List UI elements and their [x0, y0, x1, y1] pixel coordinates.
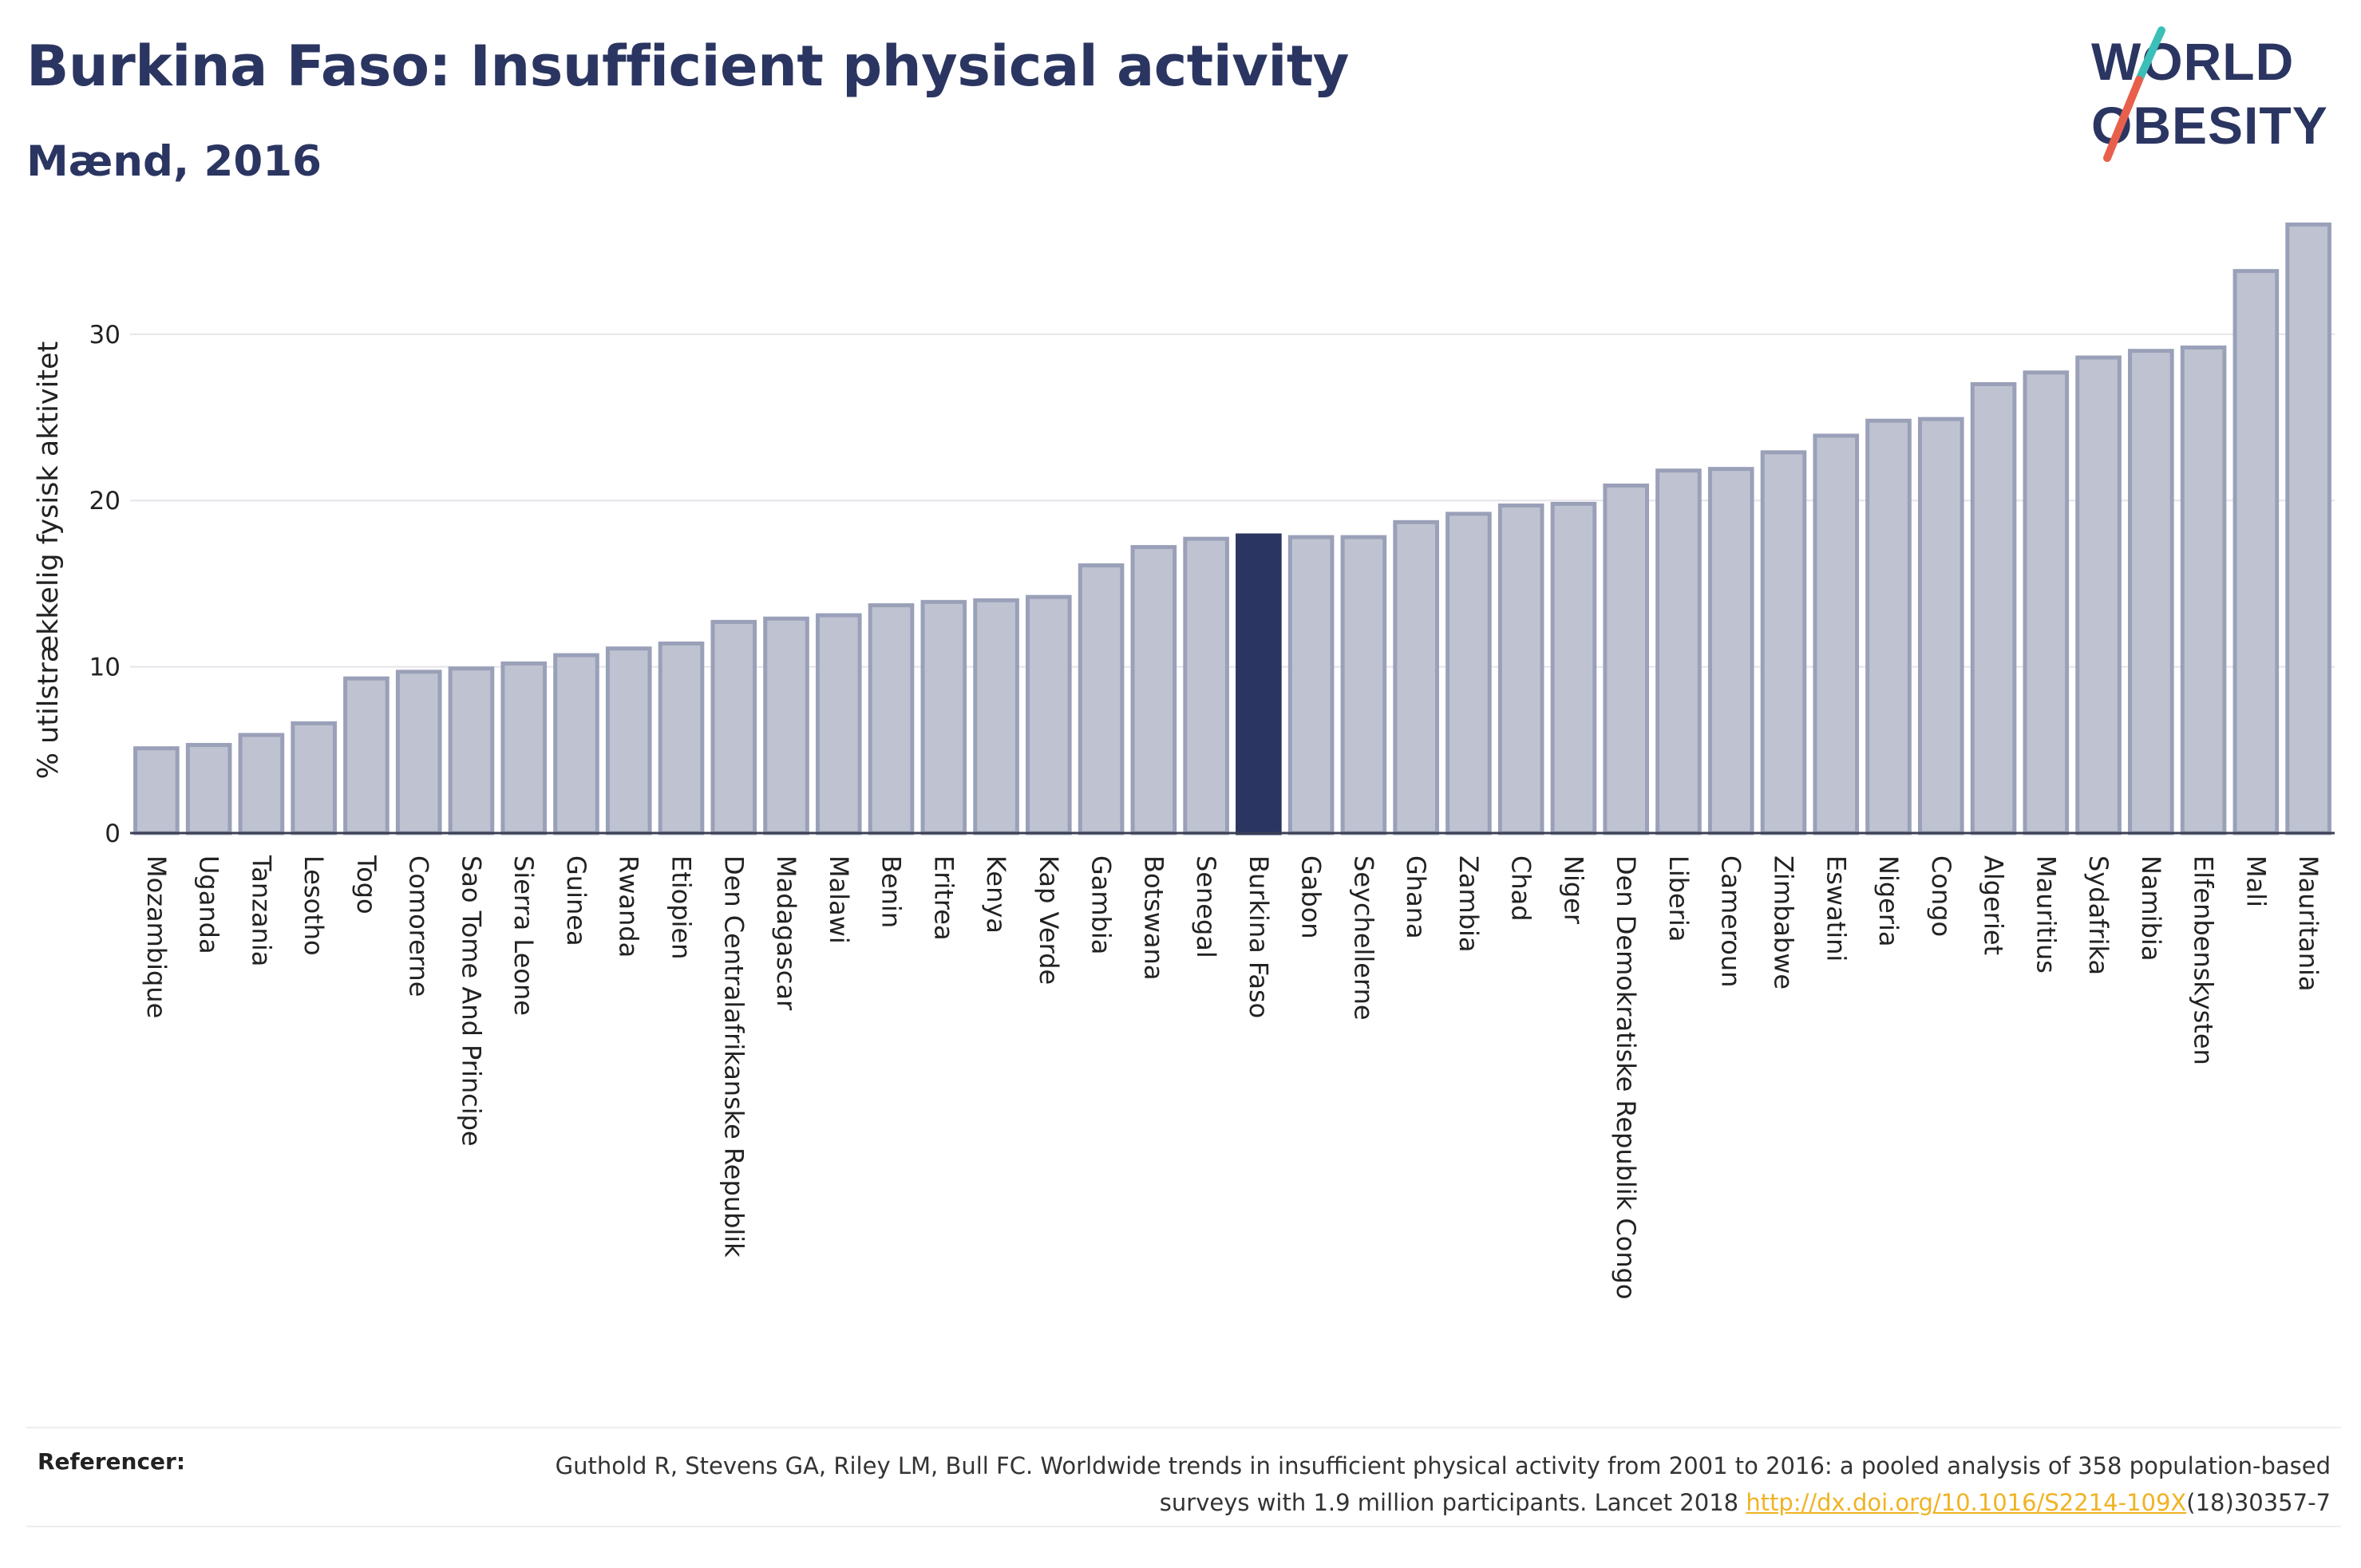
chart-subtitle: Mænd, 2016: [26, 137, 322, 186]
x-tick-label: Lesotho: [299, 855, 329, 956]
x-tick-label: Liberia: [1663, 855, 1694, 942]
reference-divider-top: [26, 1427, 2341, 1428]
x-tick-label: Mauritania: [2293, 855, 2323, 991]
bar: [1236, 533, 1282, 835]
bar: [1813, 433, 1860, 835]
doi-link[interactable]: http://dx.doi.org/10.1016/S2214-109X: [1746, 1489, 2187, 1516]
bar: [1865, 418, 1912, 835]
x-tick-label: Madagascar: [771, 855, 801, 1011]
x-tick-label: Burkina Faso: [1244, 855, 1274, 1018]
x-tick-label: Kap Verde: [1034, 855, 1064, 985]
bar: [1340, 535, 1387, 835]
svg-text:WORLD: WORLD: [2091, 32, 2294, 91]
bar: [238, 733, 285, 835]
x-tick-label: Mauritius: [2031, 855, 2061, 974]
x-tick-label: Niger: [1558, 855, 1588, 925]
bar: [1917, 417, 1964, 835]
bar: [1707, 467, 1754, 835]
bar: [815, 613, 862, 835]
bar: [605, 646, 652, 835]
bar: [920, 599, 967, 835]
bar: [553, 653, 599, 835]
x-tick-label: Kenya: [981, 855, 1011, 934]
y-tick-label: 30: [89, 321, 121, 350]
bar: [133, 746, 180, 835]
x-tick-label: Namibia: [2136, 855, 2166, 961]
x-tick-label: Seychellerne: [1348, 855, 1378, 1021]
x-tick-label: Eswatini: [1821, 855, 1851, 962]
bar: [448, 666, 495, 835]
x-tick-label: Togo: [351, 855, 382, 914]
bar: [763, 616, 809, 835]
bar: [185, 743, 232, 835]
bar: [658, 641, 705, 835]
bar: [710, 619, 757, 835]
x-tick-label: Ghana: [1401, 855, 1431, 939]
references-text: Guthold R, Stevens GA, Riley LM, Bull FC…: [555, 1452, 2331, 1516]
y-axis-label: % utilstrækkelig fysisk aktivitet: [33, 342, 65, 780]
x-tick-label: Congo: [1926, 855, 1956, 937]
bar: [1393, 519, 1439, 835]
bar: [291, 721, 337, 835]
bar: [1497, 503, 1544, 835]
y-tick-label: 0: [105, 820, 121, 848]
x-tick-label: Etiopien: [666, 855, 697, 959]
reference-divider-bottom: [26, 1526, 2341, 1527]
bar: [1760, 450, 1807, 835]
bar: [343, 676, 390, 835]
bar: [500, 661, 548, 835]
y-tick-label: 10: [89, 654, 121, 682]
x-tick-label: Algeriet: [1979, 855, 2009, 955]
bar: [1078, 563, 1125, 835]
bar: [2232, 269, 2280, 835]
x-tick-label: Botswana: [1138, 855, 1169, 980]
x-tick-label: Cameroun: [1716, 855, 1746, 987]
x-tick-label: Uganda: [194, 855, 224, 954]
x-tick-label: Zambia: [1453, 855, 1484, 953]
bar: [1550, 501, 1597, 835]
x-tick-label: Zimbabwe: [1769, 855, 1799, 989]
references-label: Referencer:: [38, 1448, 186, 1475]
bar: [1970, 381, 2017, 835]
x-tick-label: Tanzania: [246, 855, 276, 966]
x-tick-label: Sydafrika: [2083, 855, 2114, 975]
bar: [1445, 511, 1492, 835]
x-tick-label: Mozambique: [141, 855, 172, 1018]
x-tick-label: Gabon: [1296, 855, 1327, 939]
x-tick-label: Benin: [876, 855, 907, 928]
x-tick-label: Rwanda: [614, 855, 644, 958]
bar: [973, 598, 1019, 835]
x-tick-label: Gambia: [1086, 855, 1117, 954]
bar: [2128, 349, 2174, 835]
bar: [1603, 483, 1650, 835]
x-tick-label: Sierra Leone: [508, 855, 539, 1016]
x-tick-label: Guinea: [561, 855, 591, 946]
x-tick-label: Malawi: [824, 855, 854, 944]
bar: [1655, 468, 1702, 835]
chart-title: Burkina Faso: Insufficient physical acti…: [26, 34, 1349, 99]
x-tick-label: Den Centralafrikanske Republik: [718, 855, 749, 1258]
y-tick-label: 20: [89, 487, 121, 515]
x-tick-label: Comorerne: [404, 855, 434, 997]
x-tick-label: Elfenbenskysten: [2189, 855, 2219, 1065]
bar: [2285, 222, 2331, 835]
x-tick-label: Mali: [2240, 855, 2271, 907]
bar: [1130, 545, 1177, 835]
x-tick-label: Sao Tome And Principe: [456, 855, 486, 1147]
bar: [1287, 535, 1335, 835]
bar: [2023, 370, 2070, 835]
bar: [395, 669, 442, 835]
bar: [2075, 355, 2122, 835]
bar: [1183, 536, 1229, 835]
bar-chart: 0 10 20 30 % utilstrækkelig fysisk aktivitet…: [33, 222, 2335, 1299]
bar: [868, 603, 915, 835]
bar: [1026, 594, 1072, 835]
x-tick-label: Chad: [1506, 855, 1536, 922]
x-tick-label: Senegal: [1191, 855, 1221, 958]
x-tick-label: Eritrea: [928, 855, 959, 941]
x-tick-label: Den Demokratiske Republik Congo: [1611, 855, 1641, 1299]
bar: [2180, 346, 2227, 835]
x-tick-label: Nigeria: [1873, 855, 1904, 946]
world-obesity-logo: WORLD OBESITY: [2091, 26, 2327, 162]
